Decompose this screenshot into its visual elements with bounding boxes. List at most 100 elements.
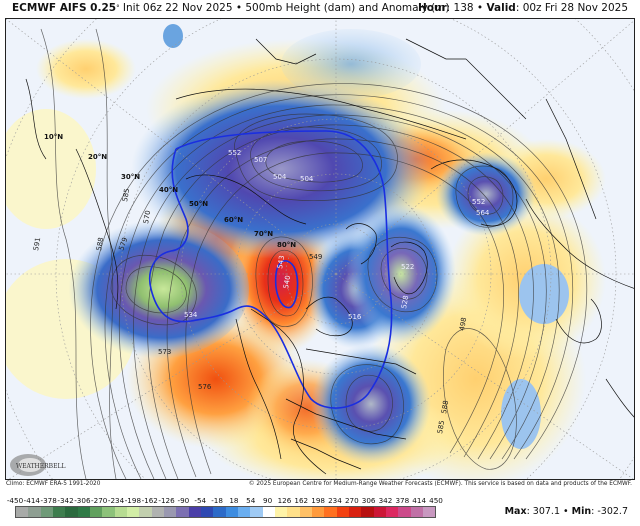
colorbar-swatch [40,507,53,517]
map-header: ECMWF AIFS 0.25° Init 06z 22 Nov 2025 • … [0,0,640,17]
colorbar-swatch [373,507,386,517]
colorbar-tick: -378 [40,496,57,505]
colorbar-swatch [213,507,226,517]
contour-label: 588 [440,400,450,415]
colorbar-swatch [102,507,115,517]
hour-value: : 138 [446,2,474,14]
colorbar-swatch [422,507,436,517]
colorbar-swatch [126,507,140,517]
weatherbell-logo: WEATHERBELL [10,454,65,476]
colorbar-tick: -18 [211,496,223,505]
colorbar-swatch [151,507,164,517]
min-label: Min [571,506,592,517]
colorbar-tick: -54 [194,496,207,505]
colorbar-swatch [410,507,423,517]
colorbar-tick: 450 [429,496,443,505]
colorbar-swatch [385,507,399,517]
colorbar-tick: 342 [378,496,393,505]
contour-label: 507 [254,156,267,164]
logo-text: WEATHERBELL [16,463,65,470]
colorbar-swatch [163,507,177,517]
separator: • [232,2,246,14]
contour-label: 504 [300,175,314,183]
colorbar-swatch [348,507,362,517]
colorbar-swatch [237,507,251,517]
contour-label: 549 [309,253,322,261]
height-contours [40,28,588,479]
colorbar-tick: 126 [277,496,292,505]
latitude-labels: 10°N 20°N 30°N 40°N 50°N 60°N 70°N 80°N [44,133,296,249]
colorbar-tick: 198 [311,496,325,505]
climo-note: Climo: ECMWF ERA-5 1991-2020 [6,481,101,487]
colorbar-tick: 162 [294,496,309,505]
colorbar-tick: -270 [91,496,108,505]
valid-value: : 00z Fri 28 Nov 2025 [515,2,628,14]
separator: • [560,506,572,517]
contour-label: 564 [476,209,490,217]
degree-symbol: ° [116,4,120,12]
contour-label: 498 [458,317,468,332]
colorbar-swatch [225,507,238,517]
colorbar-swatch [139,507,152,517]
header-valid: Hour: 138 • Valid: 00z Fri 28 Nov 2025 [418,0,628,17]
colorbar-swatch [311,507,325,517]
colorbar-swatch [250,507,263,517]
colorbar-swatch [274,507,288,517]
contour-label: 570 [142,210,152,225]
colorbar-tick-labels: -450 -414 -378 -342 -306 -270 -234 -198 -162 -126… [6,496,456,506]
colorbar-tick: -162 [141,496,158,505]
colorbar-swatch [77,507,90,517]
colorbar-swatch [52,507,66,517]
colorbar-tick: -414 [23,496,40,505]
min-value: : -302.7 [591,506,628,517]
colorbar [15,506,436,518]
colorbar-tick: 378 [395,496,410,505]
weather-map: 10°N 20°N 30°N 40°N 50°N 60°N 70°N 80°N … [5,18,635,480]
colorbar-tick: 270 [344,496,359,505]
contour-label: 585 [436,420,446,435]
graticule [6,19,634,479]
contour-label: 522 [401,263,414,271]
contour-label: 576 [198,383,212,391]
colorbar-swatch [361,507,374,517]
colorbar-tick: 306 [361,496,376,505]
model-name: ECMWF AIFS 0.25 [12,2,117,14]
contour-label: 591 [32,237,42,252]
colorbar-swatch [324,507,337,517]
coastlines [25,38,634,475]
colorbar-tick: 90 [263,496,273,505]
contour-label: 585 [121,188,131,203]
colorbar-tick: -234 [107,496,125,505]
colorbar-swatch [176,507,189,517]
colorbar-swatch [287,507,300,517]
colorbar-tick: -306 [74,496,91,505]
max-label: Max [504,506,527,517]
highlight-contour-540 [149,130,393,409]
colorbar-tick: -198 [124,496,142,505]
colorbar-swatch [89,507,103,517]
colorbar-swatch [65,507,78,517]
contour-labels: 591 588 585 579 570 552 507 504 504 534 … [32,149,490,434]
max-min-values: Max: 307.1 • Min: -302.7 [505,506,628,517]
lat-label-40n: 40°N [159,186,178,194]
colorbar-tick: 234 [328,496,342,505]
colorbar-tick: 18 [229,496,239,505]
contour-label: 543 [276,255,286,270]
lat-label-30n: 30°N [121,173,140,181]
map-canvas: 10°N 20°N 30°N 40°N 50°N 60°N 70°N 80°N … [6,19,634,479]
lat-label-50n: 50°N [189,200,208,208]
contour-label: 552 [228,149,241,157]
lat-label-70n: 70°N [254,230,273,238]
colorbar-swatch [16,507,29,517]
colorbar-tick: -90 [177,496,190,505]
colorbar-swatch [200,507,214,517]
anomaly-shading [6,24,606,479]
lat-label-80n: 80°N [277,241,296,249]
contour-label: 552 [472,198,485,206]
colorbar-swatch [262,507,275,517]
colorbar-tick: 414 [412,496,427,505]
colorbar-tick: -450 [6,496,24,505]
contour-label: 588 [95,237,105,252]
contour-label: 540 [282,275,292,290]
colorbar-tick: -342 [57,496,74,505]
